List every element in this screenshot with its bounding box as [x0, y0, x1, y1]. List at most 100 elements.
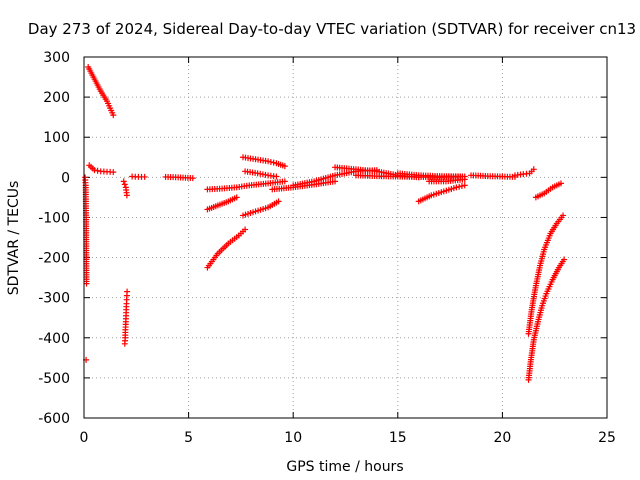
data-point: [267, 158, 274, 165]
series-arc-7: [204, 194, 240, 213]
data-point: [552, 222, 559, 229]
data-point: [123, 303, 130, 310]
data-point: [542, 293, 549, 300]
data-point: [252, 169, 259, 176]
x-tick-label: 10: [284, 430, 302, 446]
data-points: [82, 64, 568, 383]
chart-title: Day 273 of 2024, Sidereal Day-to-day VTE…: [28, 20, 636, 38]
series-arc-8: [204, 226, 249, 271]
series-arc-20: [511, 166, 537, 179]
data-point: [243, 182, 250, 189]
data-point: [459, 176, 466, 183]
x-tick-label: 25: [598, 430, 616, 446]
data-point: [329, 178, 336, 185]
series-arc-3: [120, 178, 130, 199]
data-point: [212, 203, 219, 210]
y-tick-label: 100: [43, 130, 70, 146]
data-point: [250, 209, 257, 216]
data-point: [262, 205, 269, 212]
data-point: [89, 165, 96, 172]
y-tick-label: -100: [38, 210, 70, 226]
data-point: [555, 181, 562, 188]
data-point: [100, 168, 107, 175]
y-tick-label: 300: [43, 50, 70, 66]
series-arc-10: [242, 168, 280, 180]
series-arc-9: [239, 154, 288, 170]
data-point: [239, 228, 246, 235]
data-point: [138, 173, 145, 180]
data-point: [308, 178, 315, 185]
data-point: [329, 172, 336, 179]
data-point: [122, 321, 129, 328]
x-tick-label: 15: [389, 430, 407, 446]
data-point: [123, 189, 130, 196]
series-arc-22: [525, 212, 567, 337]
series-arc-1: [85, 64, 117, 119]
axis-ticks: 0 5 10 15 20 25 300 200 100 0 -100 -200 -300 -400 -500…: [38, 50, 616, 446]
data-point: [94, 167, 101, 174]
data-point: [438, 189, 445, 196]
data-point: [90, 74, 97, 81]
data-point: [102, 96, 109, 103]
data-point: [96, 86, 103, 93]
data-point: [534, 320, 541, 327]
data-point: [233, 234, 240, 241]
y-tick-label: 0: [61, 170, 70, 186]
data-point: [107, 168, 114, 175]
y-tick-label: -600: [38, 411, 70, 427]
data-point: [109, 109, 116, 116]
y-tick-label: -300: [38, 291, 70, 307]
data-point: [558, 214, 565, 221]
data-point: [273, 199, 280, 206]
series-arc-6: [204, 178, 288, 193]
data-point: [461, 182, 468, 189]
data-point: [122, 329, 129, 336]
plot-frame: [83, 56, 608, 419]
data-point: [530, 338, 537, 345]
series-arc-11: [239, 198, 282, 219]
data-point: [250, 155, 257, 162]
x-tick-label: 5: [184, 430, 193, 446]
x-tick-label: 0: [80, 430, 89, 446]
data-point: [123, 309, 130, 316]
data-point: [231, 195, 238, 202]
data-point: [270, 159, 277, 166]
data-point: [223, 199, 230, 206]
y-axis-label: SDTVAR / TECUs: [6, 181, 22, 296]
data-point: [540, 248, 547, 255]
data-point: [458, 183, 465, 190]
series-early-spikes: [82, 174, 90, 287]
data-point: [523, 170, 530, 177]
data-point: [547, 185, 554, 192]
series-vertical-cluster: [121, 288, 131, 347]
series-arc-17: [415, 182, 468, 205]
data-point: [528, 168, 535, 175]
data-point: [231, 184, 238, 191]
data-point: [517, 171, 524, 178]
data-point: [536, 264, 543, 271]
data-point: [262, 157, 269, 164]
data-point: [187, 175, 194, 182]
data-point: [122, 315, 129, 322]
data-point: [559, 258, 566, 265]
data-point: [223, 242, 230, 249]
data-point: [213, 252, 220, 259]
data-point: [539, 191, 546, 198]
y-tick-label: -400: [38, 331, 70, 347]
data-point: [450, 185, 457, 192]
series-arc-21: [532, 180, 564, 201]
data-point: [546, 232, 553, 239]
series-arc-2: [86, 162, 117, 176]
data-point: [124, 288, 131, 295]
data-point: [270, 173, 277, 180]
data-point: [426, 193, 433, 200]
data-point: [456, 183, 463, 190]
grid-lines: [84, 57, 607, 418]
series-arc-5: [162, 173, 196, 182]
data-point: [532, 284, 539, 291]
data-point: [262, 171, 269, 178]
x-tick-label: 20: [493, 430, 511, 446]
series-arc-18: [426, 176, 468, 185]
data-point: [122, 337, 129, 344]
